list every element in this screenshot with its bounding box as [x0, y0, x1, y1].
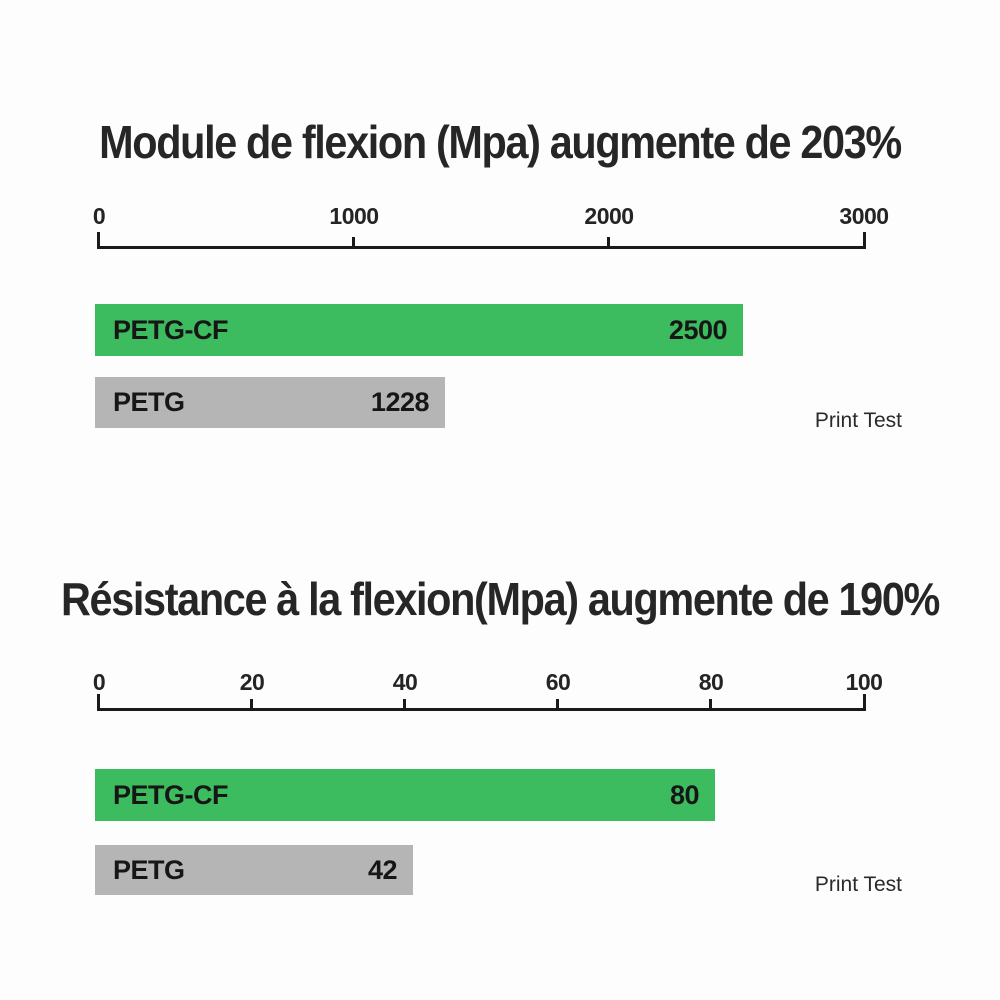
axis-tick-label: 0: [92, 203, 106, 229]
bar-value: 42: [367, 854, 398, 885]
axis-tick-label: 80: [698, 669, 724, 695]
axis-tick-label: 20: [239, 669, 265, 695]
axis-tick-label: 60: [545, 669, 571, 695]
bar-label: PETG-CF: [113, 779, 229, 810]
bar-value: 2500: [668, 314, 728, 345]
axis-tick: [709, 699, 712, 711]
chart-title: Module de flexion (Mpa) augmente de 203%: [99, 116, 902, 168]
axis-tick-label: 100: [845, 669, 883, 695]
axis-tick-label: 2000: [584, 203, 634, 229]
axis-tick-label: 3000: [839, 203, 889, 229]
axis-tick: [97, 694, 100, 711]
print-test-note: Print Test: [814, 873, 902, 896]
axis-tick: [863, 232, 866, 249]
bar-petg-cf: PETG-CF 80: [95, 769, 715, 821]
axis-tick: [250, 699, 253, 711]
bar-label: PETG: [113, 387, 185, 417]
bar-petg: PETG 1228: [95, 377, 445, 428]
axis-tick: [403, 699, 406, 711]
x-axis: [97, 694, 866, 711]
axis-tick-label: 40: [392, 669, 418, 695]
axis-tick: [352, 237, 355, 249]
bar-label: PETG: [113, 854, 185, 885]
bar-label: PETG-CF: [113, 314, 229, 345]
axis-tick: [863, 694, 866, 711]
axis-tick: [556, 699, 559, 711]
bar-value: 1228: [370, 387, 430, 417]
print-test-note: Print Test: [814, 409, 902, 432]
axis-tick: [607, 237, 610, 249]
bar-petg: PETG 42: [95, 845, 413, 895]
axis-tick-label: 1000: [329, 203, 379, 229]
axis-line: [97, 246, 866, 249]
axis-line: [97, 708, 866, 711]
chart-title: Résistance à la flexion(Mpa) augmente de…: [61, 573, 940, 625]
bar-petg-cf: PETG-CF 2500: [95, 304, 743, 356]
axis-tick: [97, 232, 100, 249]
bar-value: 80: [669, 779, 700, 810]
x-axis: [97, 232, 866, 249]
axis-tick-label: 0: [92, 669, 106, 695]
